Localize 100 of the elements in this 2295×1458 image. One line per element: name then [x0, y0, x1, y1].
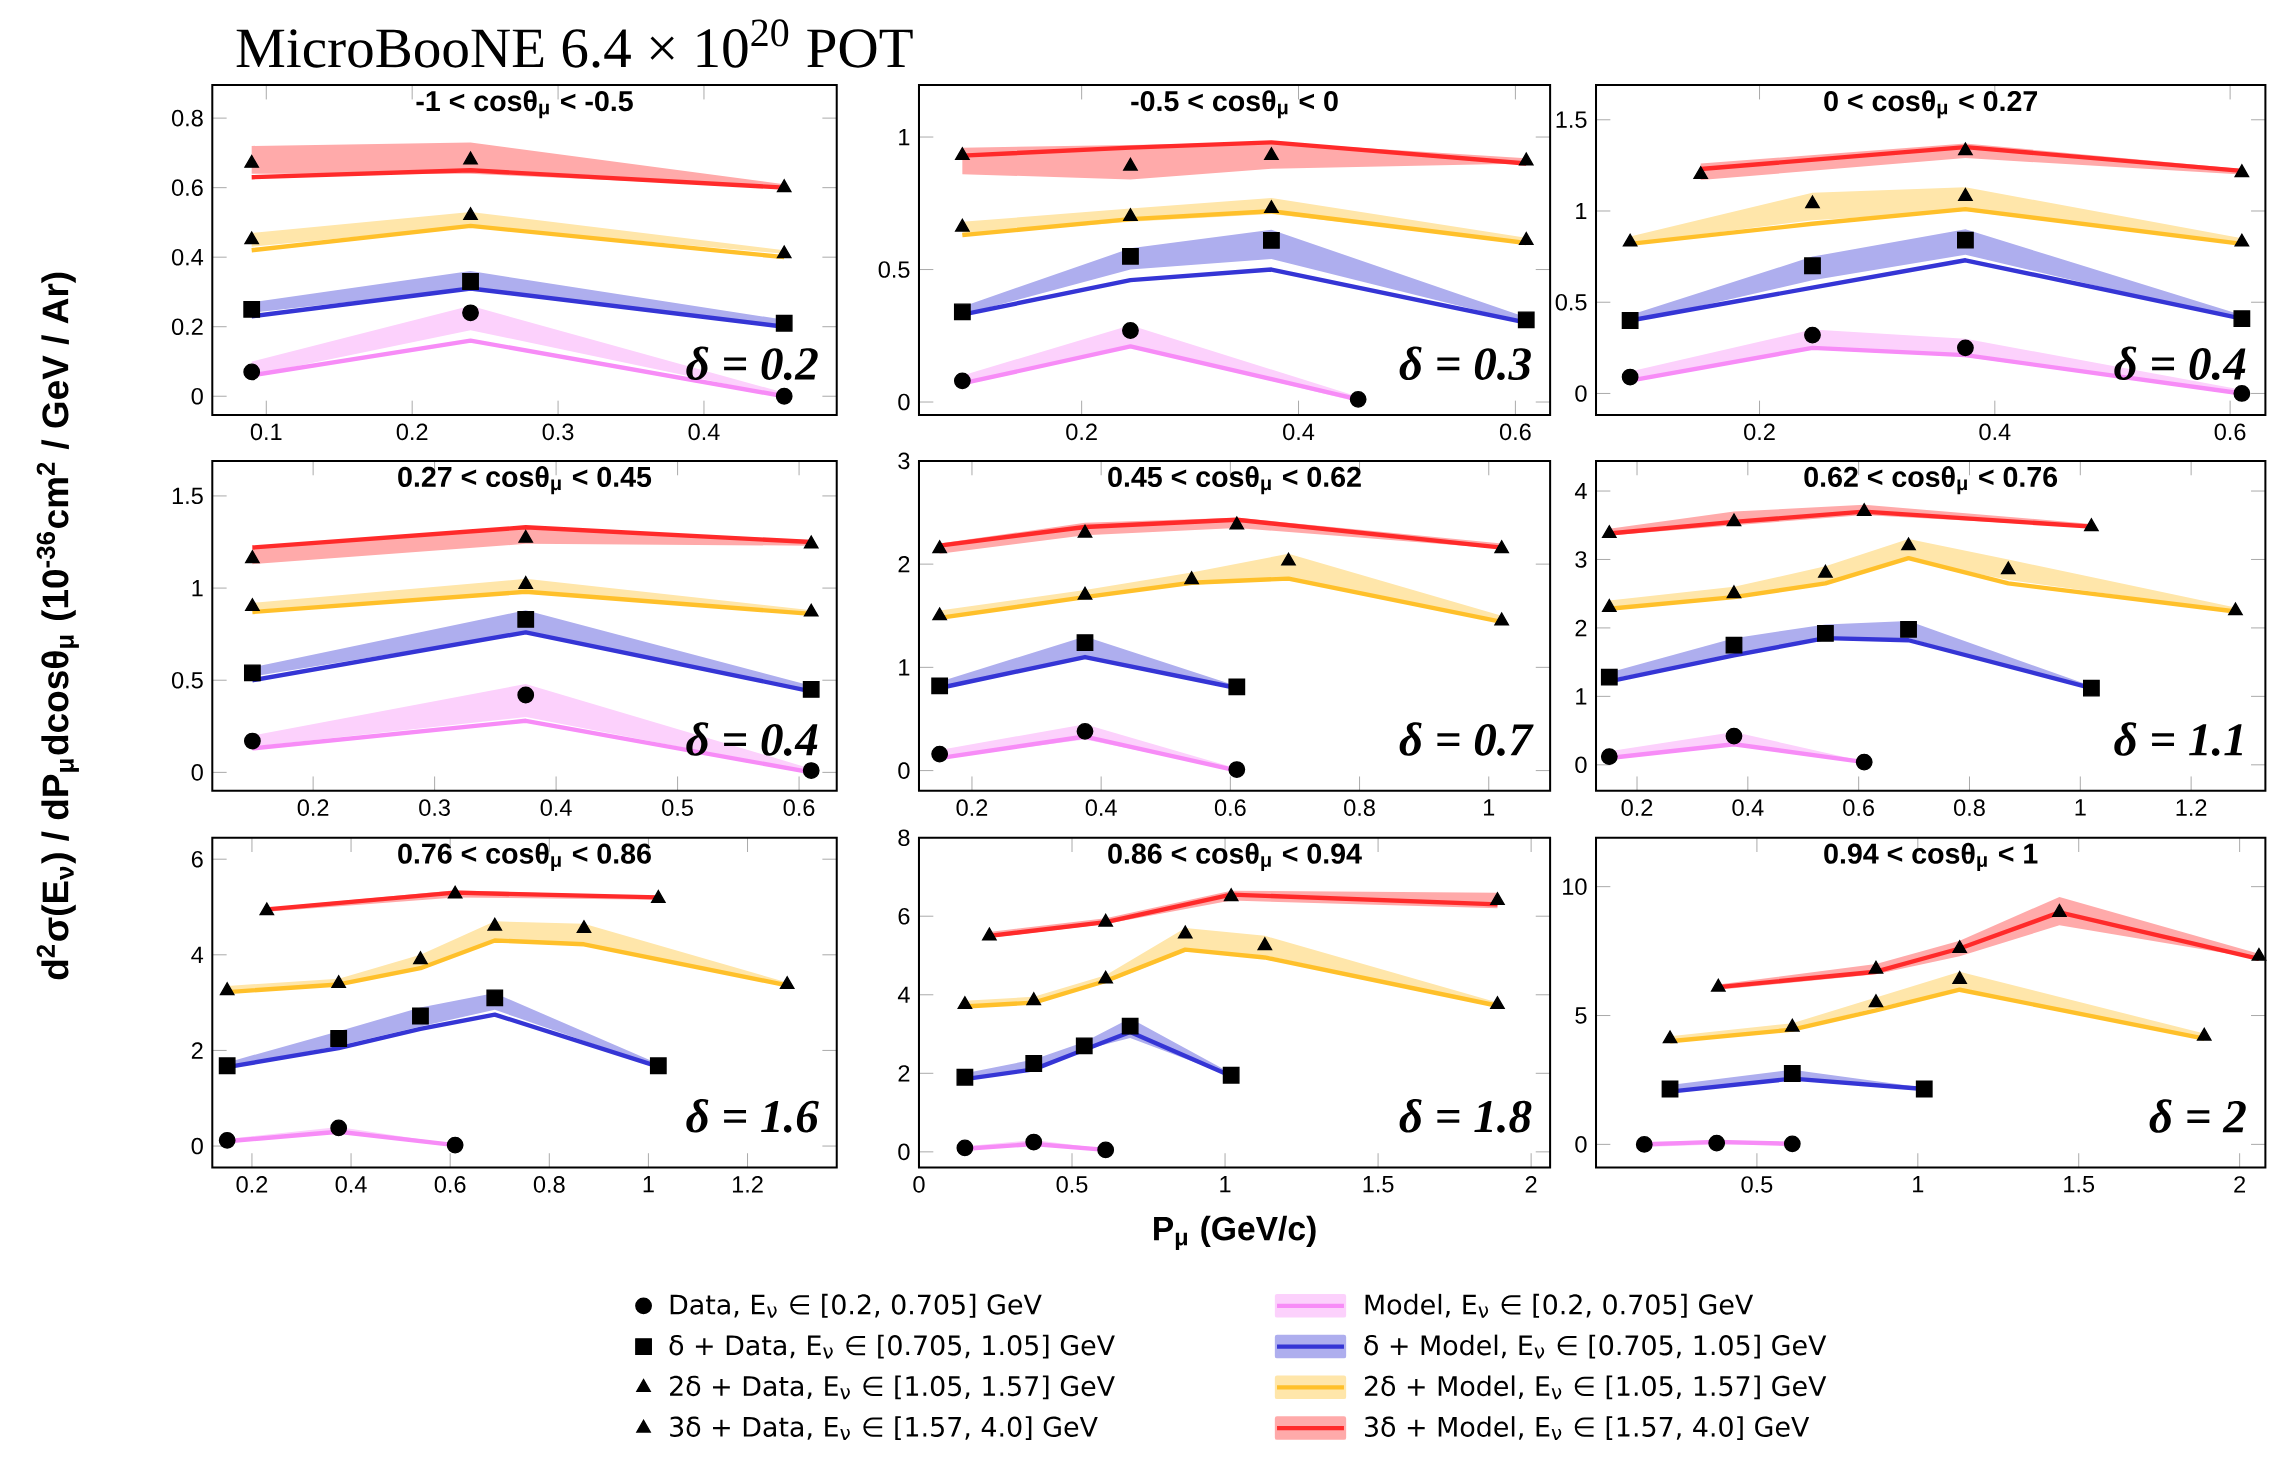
point	[413, 951, 428, 964]
point	[803, 603, 819, 617]
y-tick-label: 0	[898, 1143, 910, 1161]
point	[1952, 970, 1968, 984]
point	[956, 1139, 974, 1157]
point	[803, 535, 819, 549]
x-tick-label: 0.2	[1066, 423, 1097, 441]
point	[486, 989, 504, 1007]
annotation: δ = 2	[2149, 1099, 2246, 1133]
point	[1868, 994, 1884, 1008]
point	[218, 1131, 236, 1149]
x-tick-label: 0.5	[1056, 1175, 1088, 1193]
point	[982, 927, 997, 941]
legend-label: 3δ + Model, E$_{ν}$ ∈ [1.57, 4.0] GeV	[1365, 1416, 1810, 1440]
point	[1900, 620, 1917, 638]
point	[412, 1007, 429, 1025]
y-tick-label: 0	[898, 393, 910, 411]
chart-title: 0.94 < cosθ$_{μ}$ < 1	[1824, 842, 2038, 871]
point	[1098, 913, 1114, 927]
point	[1601, 524, 1617, 538]
y-tick-label: 0	[1575, 756, 1587, 773]
point	[1184, 571, 1199, 585]
chart-title: 0.27 < cosθ$_{μ}$ < 0.45	[398, 465, 652, 495]
point	[1076, 634, 1094, 651]
point	[1123, 208, 1138, 221]
x-tick-label: 0.8	[533, 1175, 565, 1193]
y-tick-label: 5	[1575, 1007, 1587, 1024]
point	[1518, 231, 1534, 245]
point	[1177, 925, 1193, 939]
x-tick-label: 0.4	[540, 799, 572, 816]
y-tick-label: 2	[898, 1065, 910, 1082]
x-tick-label: 1	[643, 1175, 654, 1193]
point	[775, 314, 793, 332]
y-tick-label: 0.6	[171, 179, 203, 196]
y-tick-label: 0	[1575, 1135, 1587, 1153]
point	[953, 303, 971, 321]
point	[1726, 585, 1742, 599]
point	[1725, 636, 1743, 654]
point	[1263, 231, 1280, 249]
x-tick-label: 0.6	[1499, 423, 1531, 441]
y-tick-label: 3	[898, 452, 910, 470]
text: d$^{2}$σ(E$_{ν}$) / dP$_{μ}$dcosθ$_{μ}$ (10$^{-36}$cm$^{2}$ / GeV / Ar)	[36, 272, 79, 980]
x-tick-label: 1.5	[2064, 1175, 2095, 1193]
x-tick-label: 0.8	[1954, 799, 1985, 816]
y-tick-label: 8	[898, 829, 910, 846]
chart-subtitle: MicroBooNE 6.4 × 10$^{20}$ POT	[236, 19, 913, 68]
point	[1121, 1017, 1139, 1035]
point	[1494, 612, 1510, 626]
point	[1490, 891, 1505, 905]
x-tick-label: 0.2	[236, 1175, 268, 1193]
x-tick-label: 1	[2075, 799, 2086, 816]
x-tick-label: 1.5	[1363, 1175, 1394, 1193]
point	[1635, 1135, 1653, 1153]
point	[1952, 939, 1968, 953]
point	[931, 745, 949, 763]
annotation: δ = 0.4	[686, 722, 818, 756]
point	[2084, 518, 2099, 532]
x-tick-label: 2	[1525, 1175, 1537, 1193]
point	[243, 732, 261, 750]
point	[1621, 368, 1639, 386]
annotation: δ = 0.4	[2114, 346, 2246, 380]
annotation: δ = 1.1	[2114, 722, 2243, 756]
chart-title: 0.86 < cosθ$_{μ}$ < 0.94	[1108, 842, 1362, 871]
point	[1518, 152, 1534, 166]
point	[1710, 978, 1726, 992]
point	[462, 272, 479, 290]
legend-label: Model, E$_{ν}$ ∈ [0.2, 0.705] GeV	[1365, 1293, 1754, 1318]
point	[218, 1057, 236, 1075]
point	[331, 974, 347, 988]
point	[2233, 384, 2251, 402]
x-axis-title: P$_{μ}$ (GeV/c)	[1154, 1215, 1316, 1250]
point	[1026, 992, 1042, 1006]
point	[2251, 947, 2267, 961]
point	[932, 607, 948, 621]
x-tick-label: 1	[1484, 799, 1495, 816]
point	[462, 304, 479, 322]
x-tick-label: 0.8	[1344, 799, 1375, 816]
x-tick-label: 0.3	[542, 423, 574, 441]
point	[779, 975, 795, 989]
point	[1077, 524, 1093, 538]
point	[1783, 1135, 1801, 1153]
point	[1601, 598, 1617, 612]
annotation: δ = 1.6	[686, 1098, 819, 1133]
point	[954, 147, 970, 160]
point	[1818, 564, 1833, 578]
y-tick-label: 0	[898, 762, 910, 779]
point	[650, 889, 666, 903]
point	[1076, 722, 1094, 740]
y-tick-label: 1	[1576, 202, 1587, 219]
x-tick-label: 0.5	[662, 799, 693, 816]
point	[1097, 1141, 1115, 1159]
point	[259, 902, 275, 916]
point	[330, 1029, 348, 1047]
y-tick-label: 4	[1574, 482, 1587, 499]
point	[243, 363, 261, 381]
point	[931, 677, 949, 695]
point	[243, 300, 261, 318]
annotation: δ = 0.2	[686, 346, 818, 380]
x-tick-label: 1.2	[2176, 799, 2207, 816]
x-tick-label: 0.2	[1621, 799, 1653, 816]
